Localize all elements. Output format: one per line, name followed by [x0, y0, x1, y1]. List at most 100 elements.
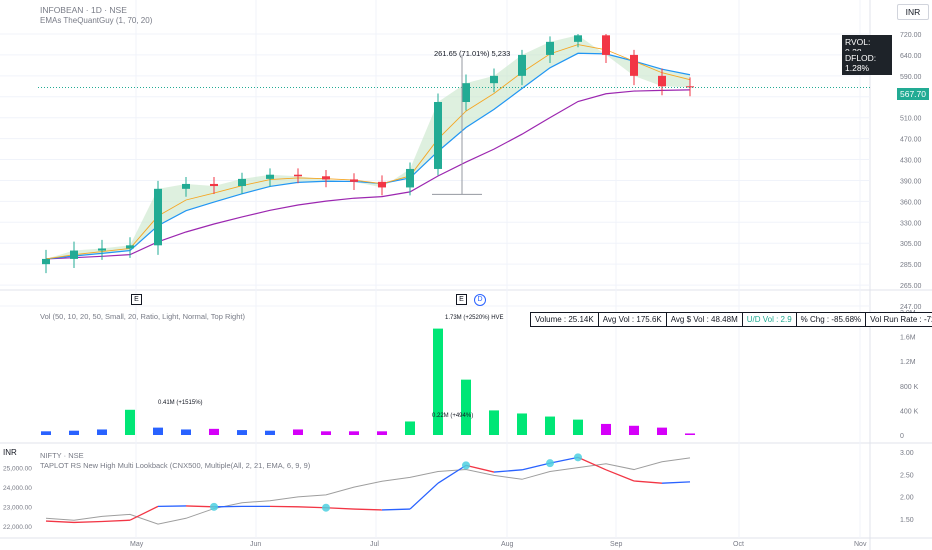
volume-bar	[489, 410, 499, 435]
rs-new-high-marker	[210, 502, 218, 511]
stat-avg-dollar-vol: Avg $ Vol : 48.48M	[667, 313, 743, 326]
ema-indicator-title: EMAs TheQuantGuy (1, 70, 20)	[40, 16, 153, 25]
price-tick-label: 720.00	[900, 32, 922, 39]
stat-ud-vol: U/D Vol : 2.9	[743, 313, 797, 326]
candle	[434, 102, 442, 169]
volume-bar	[545, 416, 555, 435]
volume-indicator-title: Vol (50, 10, 20, 50, Small, 20, Ratio, L…	[40, 312, 245, 321]
volume-bar	[349, 431, 359, 435]
ema-mid-line	[45, 44, 691, 260]
candle	[98, 248, 106, 251]
dividend-marker[interactable]: D	[474, 294, 486, 306]
dflod-badge: DFLOD: 1.28%	[842, 51, 892, 75]
price-tick-label: 390.00	[900, 178, 922, 185]
candle	[574, 35, 582, 42]
candle	[210, 183, 218, 187]
rs-currency-label: INR	[3, 448, 17, 457]
rs-line-segment	[297, 506, 327, 509]
price-tick-label: 265.00	[900, 283, 922, 290]
candle	[518, 54, 526, 76]
rs-tick-label: 3.00	[900, 450, 914, 457]
volume-tick-label: 800 K	[900, 384, 919, 391]
volume-label-jul-small: 0.22M (+494%)	[432, 413, 474, 419]
price-tick-label: 305.00	[900, 241, 922, 248]
volume-tick-label: 1.2M	[900, 359, 916, 366]
time-tick-label: Oct	[733, 541, 744, 548]
price-tick-label: 510.00	[900, 116, 922, 123]
price-tick-label: 330.00	[900, 220, 922, 227]
rs-indicator-title: TAPLOT RS New High Multi Lookback (CNX50…	[40, 461, 311, 470]
volume-stats-table: Volume : 25.14K Avg Vol : 175.6K Avg $ V…	[530, 312, 932, 327]
rs-tick-label: 1.50	[900, 517, 914, 524]
volume-bar	[125, 409, 135, 435]
volume-label-may: 0.41M (+1515%)	[158, 400, 203, 406]
price-tick-label: 360.00	[900, 199, 922, 206]
rs-line-segment	[493, 469, 523, 473]
candle	[686, 86, 694, 88]
volume-bar	[97, 429, 107, 435]
nifty-overlay-title: NIFTY · NSE	[40, 451, 84, 460]
ema-fast-line	[45, 52, 691, 260]
rs-new-high-marker	[546, 459, 554, 468]
candle	[658, 75, 666, 87]
volume-bar	[237, 430, 247, 435]
volume-tick-label: 400 K	[900, 408, 919, 415]
candle	[406, 168, 414, 188]
rs-line-segment	[577, 456, 607, 471]
rs-new-high-marker	[322, 503, 330, 512]
candle	[546, 41, 554, 55]
time-tick-label: Nov	[854, 541, 867, 548]
volume-bar	[685, 433, 695, 435]
volume-bar	[629, 425, 639, 435]
volume-bar	[405, 421, 415, 435]
candle	[238, 178, 246, 187]
candle	[602, 35, 610, 55]
price-tick-label: 470.00	[900, 137, 922, 144]
volume-bar	[293, 429, 303, 435]
candle	[294, 174, 302, 177]
last-price-label: 567.70	[897, 88, 929, 100]
time-tick-label: Jul	[370, 541, 379, 548]
rs-line-segment	[185, 505, 215, 508]
rs-line-segment	[409, 482, 439, 510]
volume-bar	[209, 428, 219, 435]
volume-bar	[69, 430, 79, 435]
volume-bar	[321, 431, 331, 435]
volume-bar	[265, 430, 275, 435]
rs-tick-label: 2.00	[900, 495, 914, 502]
rs-tick-label: 2.50	[900, 472, 914, 479]
price-tick-label: 590.00	[900, 74, 922, 81]
price-tick-label: 640.00	[900, 53, 922, 60]
price-tick-label: 247.00	[900, 304, 922, 311]
stat-avg-vol: Avg Vol : 175.6K	[599, 313, 667, 326]
volume-bar	[601, 423, 611, 435]
earnings-marker-may[interactable]: E	[131, 294, 142, 305]
candle	[266, 174, 274, 179]
stat-pct-chg: % Chg : -85.68%	[797, 313, 867, 326]
price-tick-label: 285.00	[900, 262, 922, 269]
nifty-tick-label: 25,000.00	[3, 466, 32, 473]
volume-bar	[517, 413, 527, 435]
volume-bar	[657, 427, 667, 435]
volume-bar	[181, 429, 191, 435]
candle	[322, 176, 330, 180]
nifty-tick-label: 22,000.00	[3, 524, 32, 531]
nifty-tick-label: 24,000.00	[3, 485, 32, 492]
rs-line-segment	[437, 464, 467, 484]
stat-vol-run-rate: Vol Run Rate : -72.53%	[870, 315, 932, 324]
volume-bar	[433, 328, 443, 435]
earnings-marker-jul[interactable]: E	[456, 294, 467, 305]
candle	[182, 183, 190, 189]
nifty-tick-label: 23,000.00	[3, 505, 32, 512]
rs-line-segment	[549, 456, 579, 464]
ema-slow-line	[45, 89, 691, 260]
candle	[42, 258, 50, 265]
volume-bar	[573, 419, 583, 435]
symbol-title: INFOBEAN · 1D · NSE	[40, 5, 127, 15]
candle	[378, 181, 386, 188]
time-tick-label: Aug	[501, 541, 514, 548]
rs-line-segment	[45, 520, 75, 524]
ema-fill-area	[46, 35, 690, 259]
currency-selector[interactable]: INR	[897, 4, 929, 20]
